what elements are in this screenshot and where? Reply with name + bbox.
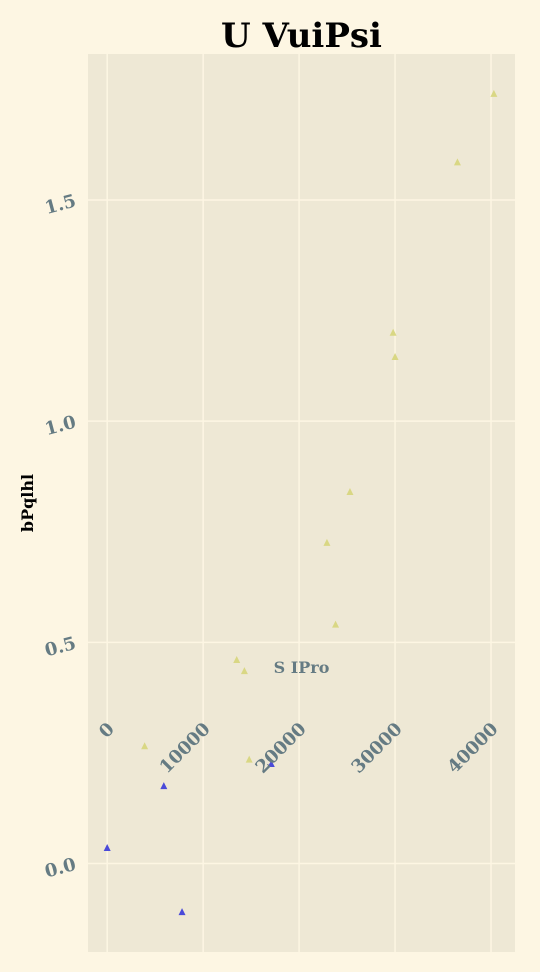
- x-axis-label: S IPro: [274, 658, 330, 677]
- data-point-s0-9: [453, 158, 461, 166]
- plot-area: [88, 54, 515, 952]
- y-tick-label-0: 0.0: [43, 854, 79, 882]
- data-point-s0-4: [323, 538, 331, 546]
- data-points: [103, 89, 498, 916]
- data-point-s0-2: [240, 667, 248, 675]
- data-point-s0-1: [233, 656, 241, 664]
- data-point-s0-8: [391, 353, 399, 361]
- y-tick-label-1: 0.5: [43, 633, 79, 661]
- data-point-s0-3: [245, 755, 253, 763]
- data-point-s0-7: [389, 328, 397, 336]
- grid: [88, 54, 515, 952]
- data-point-s1-0: [103, 844, 111, 852]
- y-tick-labels: 0.0 0.5 1.0 1.5: [43, 191, 79, 883]
- y-axis-label: bPqlhl: [18, 474, 37, 532]
- data-point-s0-6: [346, 487, 354, 495]
- data-point-s1-3: [267, 759, 275, 767]
- data-point-s0-0: [141, 742, 149, 750]
- data-point-s1-2: [178, 908, 186, 916]
- data-point-s1-1: [160, 782, 168, 790]
- y-tick-label-3: 1.5: [43, 191, 79, 219]
- data-point-s0-10: [490, 89, 498, 97]
- chart-title: U VuiPsi: [221, 16, 382, 56]
- y-tick-label-2: 1.0: [43, 412, 79, 440]
- data-point-s0-5: [332, 620, 340, 628]
